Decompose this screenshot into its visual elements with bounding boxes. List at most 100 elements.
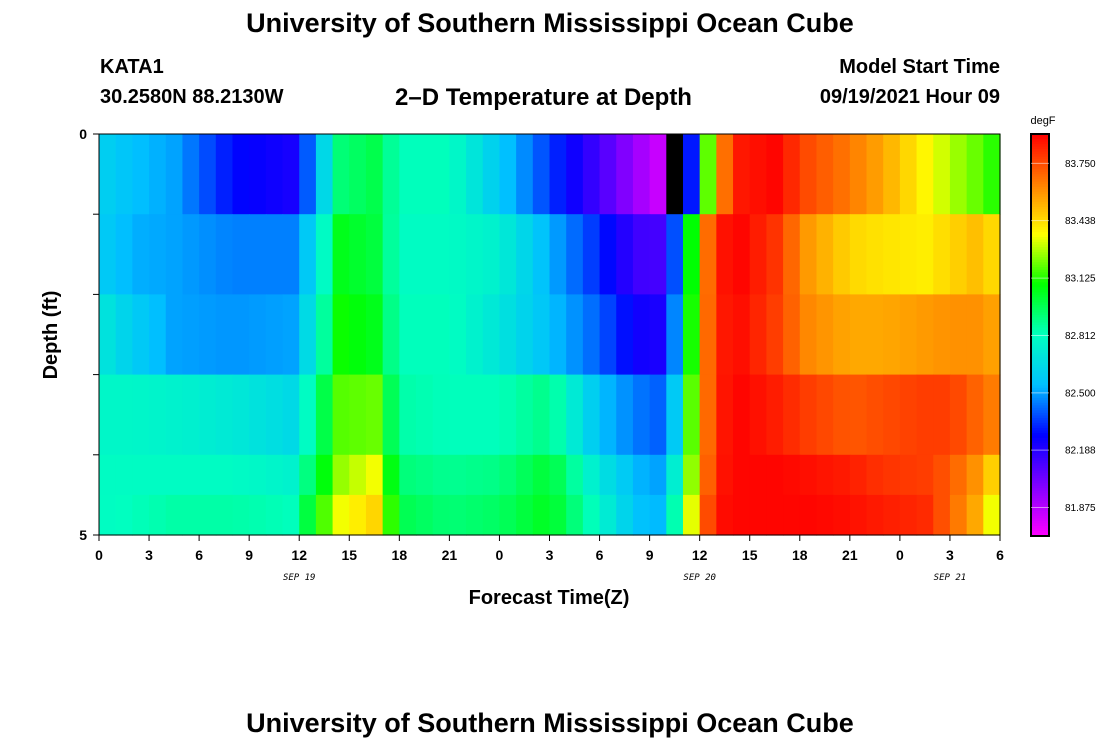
- heatmap-cell: [883, 294, 901, 376]
- colorbar-swatch: [1031, 518, 1049, 522]
- heatmap-cell: [215, 134, 234, 215]
- heatmap-cell: [349, 374, 367, 456]
- colorbar-swatch: [1031, 211, 1049, 215]
- heatmap-cell: [632, 214, 651, 295]
- heatmap-cell: [315, 374, 334, 456]
- colorbar-swatch: [1031, 367, 1049, 371]
- heatmap-cell: [716, 494, 734, 536]
- colorbar-swatch: [1031, 272, 1049, 276]
- colorbar-swatch: [1031, 307, 1049, 311]
- heatmap-cell: [582, 214, 601, 295]
- colorbar-swatch: [1031, 400, 1049, 404]
- plot-frame: [98, 133, 1001, 536]
- heatmap-cell: [165, 294, 184, 376]
- heatmap-cell: [299, 454, 317, 496]
- colorbar-swatch: [1031, 485, 1049, 489]
- heatmap-cell: [265, 494, 284, 536]
- colorbar-swatch: [1031, 392, 1049, 396]
- heatmap-cell: [365, 214, 384, 295]
- colorbar-swatch: [1031, 337, 1049, 341]
- heatmap-cell: [332, 134, 350, 215]
- heatmap-cell: [666, 494, 684, 536]
- colorbar-swatch: [1031, 279, 1049, 283]
- heatmap-cell: [232, 294, 250, 376]
- x-tick-label: 21: [842, 547, 858, 563]
- colorbar-swatch: [1031, 284, 1049, 288]
- heatmap-cell: [716, 214, 734, 295]
- heatmap-cell: [516, 134, 534, 215]
- colorbar-swatch: [1031, 146, 1049, 150]
- heatmap-cell: [532, 214, 551, 295]
- colorbar-swatch: [1031, 169, 1049, 173]
- heatmap-cell: [215, 374, 234, 456]
- colorbar-swatch: [1031, 503, 1049, 507]
- colorbar-swatch: [1031, 525, 1049, 530]
- heatmap-cell: [983, 494, 1001, 536]
- colorbar-swatch: [1031, 528, 1049, 532]
- colorbar-swatch: [1031, 352, 1049, 356]
- heatmap-cell: [766, 134, 784, 215]
- x-tick-label: 0: [496, 547, 504, 563]
- heatmap-cell: [399, 214, 417, 295]
- heatmap-cell: [482, 134, 501, 215]
- heatmap-cell: [466, 134, 484, 215]
- heatmap-cell: [466, 294, 484, 376]
- heatmap-cell: [449, 214, 467, 295]
- heatmap-cell: [365, 494, 384, 536]
- colorbar-swatch: [1031, 390, 1049, 394]
- heatmap-cell: [182, 134, 200, 215]
- colorbar-swatch: [1031, 299, 1049, 303]
- colorbar-swatch: [1031, 244, 1049, 248]
- colorbar-swatch: [1031, 377, 1049, 381]
- heatmap-cell: [716, 374, 734, 456]
- heatmap-cell: [432, 454, 450, 496]
- x-tick-label: 6: [996, 547, 1004, 563]
- colorbar-swatch: [1031, 335, 1049, 339]
- heatmap-cell: [199, 374, 217, 456]
- heatmap-cell: [315, 454, 334, 496]
- colorbar-swatch: [1031, 422, 1049, 427]
- heatmap-cell: [265, 134, 284, 215]
- heatmap-cell: [249, 134, 267, 215]
- colorbar-swatch: [1031, 247, 1049, 251]
- colorbar-swatch: [1031, 179, 1049, 183]
- heatmap-cell: [199, 134, 217, 215]
- colorbar-swatch: [1031, 249, 1049, 253]
- heatmap-cell: [899, 374, 918, 456]
- heatmap-cell: [666, 214, 684, 295]
- colorbar-swatch: [1031, 432, 1049, 437]
- colorbar-swatch: [1031, 425, 1049, 429]
- heatmap-cell: [983, 294, 1001, 376]
- heatmap-cell: [299, 374, 317, 456]
- heatmap-cell: [132, 214, 150, 295]
- heatmap-cell: [449, 454, 467, 496]
- heatmap-cell: [616, 374, 634, 456]
- heatmap-cell: [282, 294, 300, 376]
- colorbar-swatch: [1031, 340, 1049, 344]
- colorbar-swatch: [1031, 342, 1049, 346]
- colorbar-label: 83.125: [1065, 274, 1096, 285]
- heatmap-cell: [866, 214, 884, 295]
- colorbar-swatch: [1031, 194, 1049, 198]
- heatmap-cell: [916, 374, 934, 456]
- colorbar: 83.750 83.438 83.125 82.812 82.500 82.188 81.8…: [1030, 133, 1096, 537]
- heatmap-cell: [349, 454, 367, 496]
- heatmap-cell: [282, 454, 300, 496]
- colorbar-swatch: [1031, 134, 1049, 138]
- heatmap-cell: [265, 454, 284, 496]
- heatmap-cell: [165, 134, 184, 215]
- x-axis: 0 3 6 9 12 15 18 21 0 3 6 9 12 15 18 21 0 3 6 SEP 19 SEP 20 S…: [95, 535, 1004, 583]
- colorbar-swatch: [1031, 382, 1049, 386]
- colorbar-swatch: [1031, 480, 1049, 484]
- colorbar-swatch: [1031, 438, 1049, 442]
- heatmap-cell: [182, 294, 200, 376]
- heatmap-cell: [599, 294, 617, 376]
- heatmap-cell: [866, 294, 884, 376]
- heatmap-cell: [482, 454, 501, 496]
- heatmap-cell: [883, 454, 901, 496]
- heatmap-cell: [816, 214, 834, 295]
- colorbar-swatch: [1031, 259, 1049, 263]
- colorbar-swatch: [1031, 488, 1049, 492]
- heatmap-cell: [983, 214, 1001, 295]
- heatmap-cell: [566, 294, 584, 376]
